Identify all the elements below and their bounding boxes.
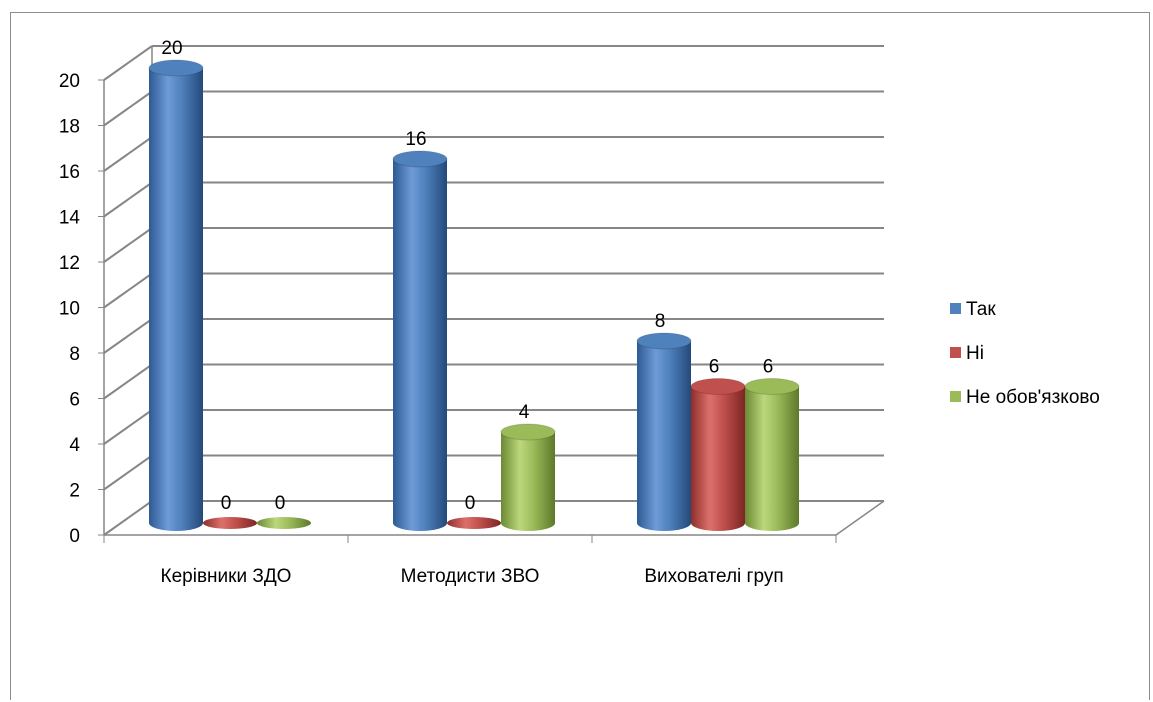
bar — [203, 517, 257, 529]
legend-label: Ні — [966, 343, 984, 364]
axes: 0 2 4 6 8 10 12 14 16 18 20 Керівники ЗДО Методисти … — [59, 46, 885, 587]
data-label: 0 — [465, 493, 476, 514]
bar — [148, 59, 204, 531]
gridline-diagonal — [103, 136, 153, 172]
y-tick-label: 20 — [59, 71, 80, 92]
legend-swatch — [950, 303, 961, 314]
gridline-diagonal — [103, 272, 153, 309]
bar-top — [500, 423, 556, 441]
y-tick-label: 2 — [69, 481, 80, 502]
bar — [257, 517, 311, 529]
bar-top — [447, 517, 501, 529]
gridline-diagonal — [103, 45, 153, 81]
data-label: 6 — [763, 357, 774, 378]
bar-top — [392, 150, 448, 168]
bar — [744, 378, 800, 531]
y-tick-label: 0 — [69, 526, 80, 547]
bar-top — [257, 517, 311, 529]
legend-label: Не обов'язково — [966, 387, 1100, 408]
gridline-diagonal — [103, 409, 153, 445]
data-label: 16 — [405, 129, 426, 150]
bar — [447, 517, 501, 529]
y-tick-label: 16 — [59, 162, 80, 183]
x-tick-label: Методисти ЗВО — [401, 566, 540, 587]
bar-body — [745, 386, 799, 531]
y-tick-label: 12 — [59, 253, 80, 274]
bar — [500, 423, 556, 531]
data-label: 8 — [655, 311, 666, 332]
gridline-diagonal — [103, 363, 153, 400]
bar-top — [744, 378, 800, 395]
bar-top — [690, 378, 746, 395]
data-label: 20 — [161, 38, 182, 59]
bar-top — [148, 59, 204, 77]
data-label: 6 — [709, 357, 720, 378]
gridline-diagonal — [103, 318, 153, 354]
bar — [690, 378, 746, 531]
bar-body — [637, 341, 691, 531]
bar-top — [636, 332, 692, 350]
bar-body — [691, 386, 745, 531]
floor-edge — [835, 500, 885, 536]
bar-body — [393, 159, 447, 531]
y-tick-label: 14 — [59, 208, 81, 229]
bar-top — [203, 517, 257, 529]
bar-body — [149, 68, 203, 531]
y-tick-label: 10 — [59, 299, 80, 320]
gridline-diagonal — [103, 500, 153, 536]
gridline-diagonal — [103, 181, 153, 218]
x-tick-label: Вихователі груп — [644, 566, 783, 587]
data-label: 0 — [221, 493, 232, 514]
bars — [148, 59, 800, 531]
gridline-diagonal — [103, 227, 153, 263]
bar — [392, 150, 448, 531]
bar — [636, 332, 692, 531]
y-tick-label: 18 — [59, 117, 80, 138]
legend: Так Ні Не обов'язково — [950, 299, 1100, 408]
legend-label: Так — [966, 299, 996, 320]
legend-swatch — [950, 347, 961, 358]
data-labels: 20 16 8 0 0 6 0 4 6 — [161, 38, 773, 514]
legend-swatch — [950, 391, 961, 402]
data-label: 0 — [275, 493, 286, 514]
y-tick-label: 4 — [69, 435, 80, 456]
x-tick-label: Керівники ЗДО — [161, 566, 292, 587]
y-tick-label: 6 — [69, 390, 80, 411]
gridline-diagonal — [103, 90, 153, 127]
bar-body — [501, 432, 555, 531]
y-tick-label: 8 — [69, 344, 80, 365]
gridline-diagonal — [103, 454, 153, 491]
chart-frame — [10, 12, 1150, 700]
data-label: 4 — [519, 402, 530, 423]
